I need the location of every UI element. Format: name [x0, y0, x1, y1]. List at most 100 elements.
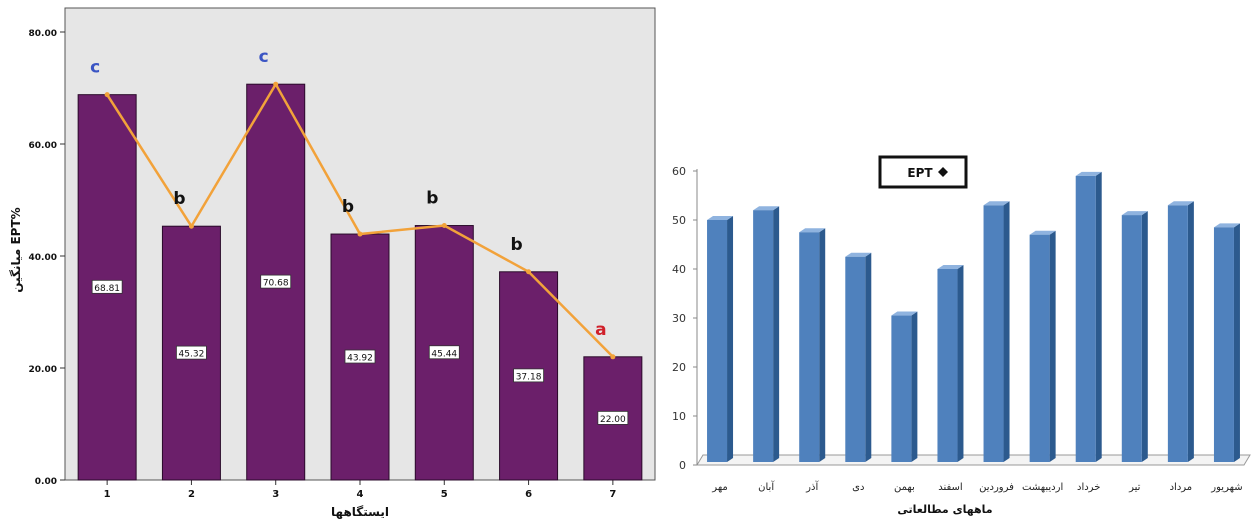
- bar-top: [1213, 223, 1240, 228]
- x-tick-label: اردیبهشت: [1022, 482, 1063, 493]
- bar: [799, 232, 820, 462]
- bar-top: [1029, 230, 1056, 235]
- x-tick-label: خرداد: [1077, 482, 1100, 493]
- value-label: 43.92: [347, 354, 373, 364]
- value-label-box: [91, 279, 123, 294]
- chart-floor: [696, 454, 1251, 466]
- trend-point: [441, 223, 447, 229]
- significance-letter: b: [510, 235, 522, 255]
- y-tick-label: 50: [672, 214, 686, 227]
- value-label: 68.81: [94, 284, 120, 294]
- trend-point: [526, 269, 532, 275]
- x-axis: مهر آبان آذر دی بهمن اسفند فروردین اردیبهشت خردا…: [711, 480, 1242, 493]
- x-tick-label: شهریور: [1210, 482, 1242, 493]
- station-chart: 0.00 20.00 40.00 60.00 80.00 1 2 3 4 5 6 7 68.81 45…: [9, 7, 656, 519]
- x-tick-label: 3: [272, 489, 279, 500]
- significance-letters: c b c b b b a: [90, 47, 606, 340]
- bar: [937, 269, 958, 462]
- x-axis: 1 2 3 4 5 6 7: [104, 480, 616, 500]
- significance-letter: c: [90, 58, 100, 78]
- bar-side: [957, 265, 964, 462]
- significance-letter: a: [595, 320, 606, 340]
- x-tick-label: 4: [357, 489, 364, 500]
- bar-side: [819, 228, 826, 462]
- x-tick-label: آذر: [805, 480, 819, 493]
- bar-top: [983, 201, 1010, 206]
- floor-plane: [696, 454, 1251, 466]
- x-axis-title: ماههای مطالعاتی: [897, 503, 992, 516]
- y-tick-label: 30: [672, 312, 686, 325]
- bar-side: [1187, 201, 1194, 463]
- trend-point: [273, 81, 279, 87]
- x-axis-title: ایستگاهها: [331, 505, 389, 519]
- value-label: 45.44: [431, 349, 457, 359]
- bar-top: [707, 216, 734, 220]
- bar-side: [1003, 201, 1010, 463]
- bar: [983, 205, 1004, 463]
- bar-side: [1095, 171, 1102, 462]
- x-tick-label: دی: [852, 482, 864, 493]
- value-label-box: [176, 345, 207, 360]
- bar-side: [865, 252, 872, 462]
- y-tick-label: 40: [672, 263, 686, 276]
- x-tick-label: آبان: [758, 480, 775, 493]
- legend-label: EPT: [907, 166, 933, 180]
- bar-side: [773, 206, 780, 462]
- x-tick-label: تیر: [1128, 482, 1141, 493]
- x-tick-label: بهمن: [894, 482, 915, 493]
- y-tick-label: 0: [679, 459, 686, 472]
- bar: [1121, 215, 1142, 462]
- significance-letter: b: [173, 189, 185, 209]
- y-axis: 0.00 20.00 40.00 60.00 80.00: [29, 29, 65, 487]
- bar-side: [911, 311, 918, 462]
- monthly-chart: 0 10 20 30 40 50 60 مهر آبان آذر دی بهمن اسفند فرورد…: [672, 155, 1251, 516]
- y-tick-label: 20: [672, 361, 686, 374]
- significance-letter: c: [259, 47, 269, 67]
- y-tick-label: 10: [672, 410, 686, 423]
- y-tick-label: 40.00: [29, 253, 57, 263]
- bar: [891, 315, 912, 462]
- diamond-icon: [938, 167, 948, 177]
- x-tick-label: فروردین: [979, 482, 1014, 493]
- x-tick-label: 6: [525, 489, 532, 500]
- legend: EPT: [878, 155, 968, 189]
- trend-point: [357, 231, 363, 237]
- bar-side: [1233, 223, 1240, 462]
- bar: [1213, 227, 1234, 462]
- bar: [707, 220, 728, 462]
- value-label: 70.68: [263, 279, 289, 289]
- value-label-box: [260, 274, 292, 289]
- bar: [1075, 175, 1096, 462]
- value-labels: 68.81 45.32 70.68 43.92 45.44 37.18 22.00: [91, 274, 629, 425]
- bar-side: [1141, 211, 1148, 462]
- y-axis: 0 10 20 30 40 50 60: [672, 165, 698, 472]
- x-tick-label: 7: [609, 489, 616, 500]
- trend-point: [188, 223, 194, 229]
- significance-letter: b: [426, 189, 438, 209]
- bar-side: [727, 216, 734, 462]
- bar-top: [1167, 201, 1194, 206]
- value-label-box: [344, 349, 376, 364]
- y-axis-title: میانگین EPT%: [9, 207, 23, 292]
- bar: [1167, 205, 1188, 463]
- value-label-box: [513, 368, 544, 383]
- bar-side: [1049, 230, 1056, 462]
- trend-point: [104, 92, 110, 98]
- x-tick-label: مهر: [711, 482, 727, 493]
- y-tick-label: 60: [672, 165, 686, 178]
- bar-top: [845, 252, 872, 257]
- trend-point: [610, 354, 616, 360]
- significance-letter: b: [342, 197, 354, 217]
- bar: [753, 210, 774, 462]
- y-tick-label: 60.00: [29, 141, 57, 151]
- bar-top: [891, 311, 918, 316]
- y-tick-label: 80.00: [29, 29, 57, 39]
- bar: [1029, 234, 1050, 462]
- bar-top: [799, 228, 826, 233]
- bars: [77, 83, 643, 481]
- y-tick-label: 0.00: [35, 477, 57, 487]
- y-tick-label: 20.00: [29, 365, 57, 375]
- bar-top: [753, 206, 780, 211]
- value-label: 45.32: [179, 350, 205, 360]
